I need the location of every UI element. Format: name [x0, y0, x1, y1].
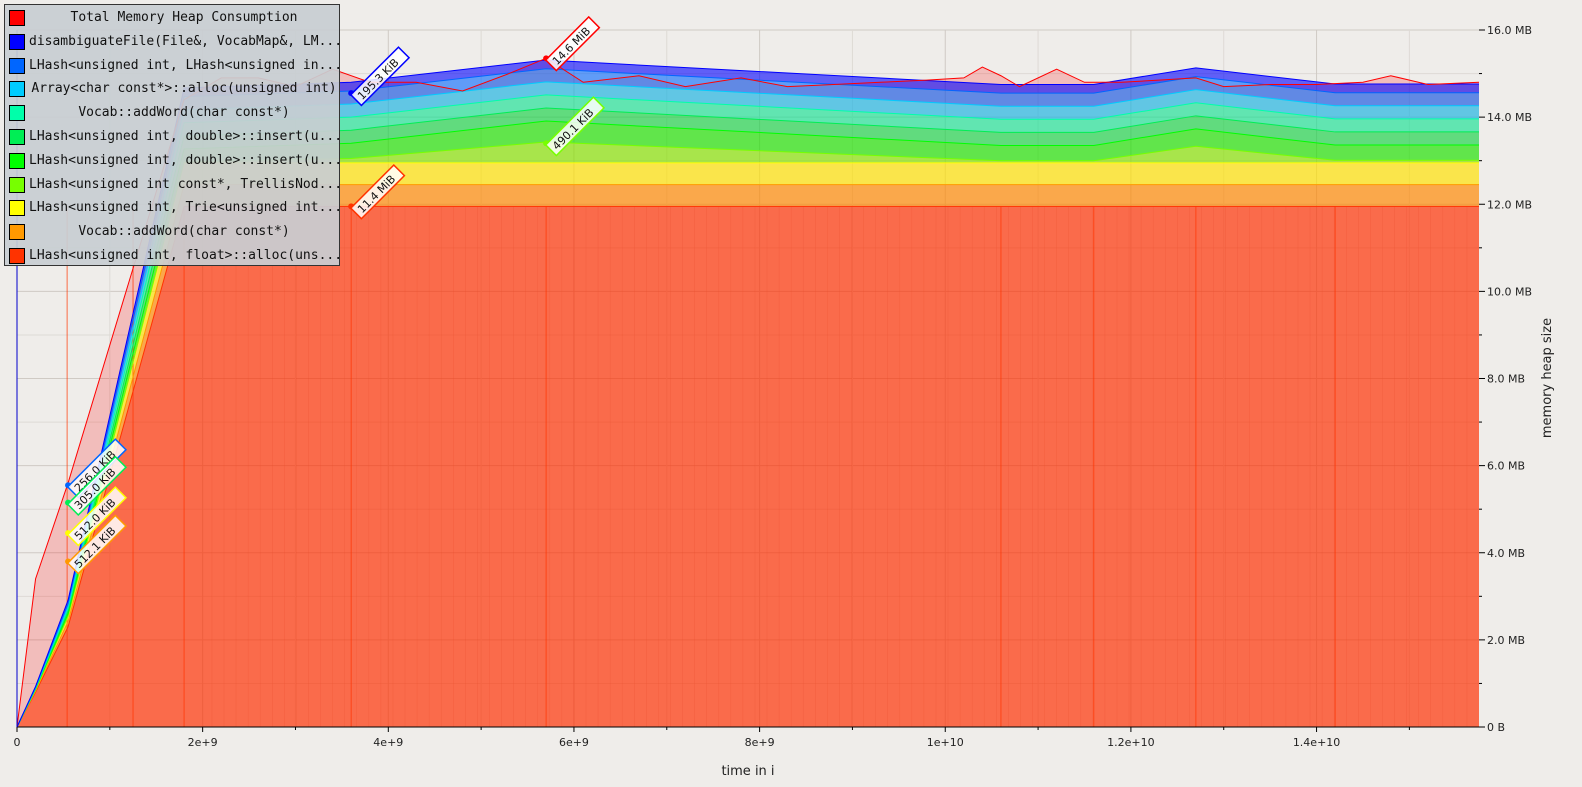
series-line	[16, 81, 1479, 728]
x-axis-title: time in i	[721, 764, 774, 779]
x-tick-label: 4e+9	[373, 736, 403, 749]
x-tick-label: 8e+9	[745, 736, 775, 749]
y-tick-label: 6.0 MB	[1487, 460, 1525, 473]
legend-label: LHash<unsigned int const*, TrellisNod...	[29, 176, 339, 192]
annotation-box	[66, 455, 128, 516]
y-axis-title: memory heap size	[1540, 318, 1555, 438]
legend-label: disambiguateFile(File&, VocabMap&, LM...	[29, 33, 339, 49]
legend-item: LHash<unsigned int const*, TrellisNod...	[7, 174, 339, 196]
legend-swatch	[9, 176, 25, 193]
annotation-box	[66, 486, 128, 547]
axes: 0 2e+9 4e+9 6e+9 8e+9 1e+10 1.2e+10 1.4e+10 0 B 2…	[14, 24, 1533, 749]
y-tick-label: 8.0 MB	[1487, 373, 1525, 386]
series-line	[16, 205, 1479, 728]
chart-legend: Total Memory Heap Consumption disambiguat…	[4, 4, 340, 266]
annotation-box	[66, 514, 128, 575]
y-tick-label: 14.0 MB	[1487, 111, 1532, 124]
legend-label: Array<char const*>::alloc(unsigned int)	[31, 81, 337, 97]
legend-swatch	[9, 129, 25, 145]
series-line	[16, 107, 1479, 728]
x-tick-label: 6e+9	[559, 736, 589, 749]
x-tick-label: 1.4e+10	[1293, 736, 1340, 749]
series-line	[16, 68, 1479, 728]
y-tick-label: 10.0 MB	[1487, 285, 1532, 298]
legend-item: LHash<unsigned int, Trie<unsigned int...	[7, 197, 339, 219]
legend-item: Array<char const*>::alloc(unsigned int)	[7, 78, 339, 100]
annotation-box	[544, 15, 601, 72]
x-tick-label: 0	[14, 736, 21, 749]
legend-label: Vocab::addWord(char const*)	[78, 224, 290, 240]
legend-label: LHash<unsigned int, double>::insert(u...	[29, 152, 339, 168]
legend-swatch	[9, 224, 25, 241]
legend-swatch	[9, 152, 25, 169]
legend-label: LHash<unsigned int, double>::insert(u...	[29, 129, 339, 144]
y-tick-label: 16.0 MB	[1487, 24, 1532, 37]
legend-swatch	[9, 57, 25, 74]
series-area	[17, 206, 1479, 728]
series-line	[16, 94, 1479, 728]
snapshot-lines	[66, 206, 1468, 727]
stacked-areas	[17, 58, 1479, 728]
legend-swatch	[9, 200, 25, 217]
legend-swatch	[9, 10, 25, 26]
annotation-box	[544, 96, 606, 157]
y-tick-label: 0 B	[1487, 721, 1505, 734]
series-line	[16, 184, 1479, 728]
legend-swatch	[9, 105, 25, 122]
legend-item: Vocab::addWord(char const*)	[7, 221, 339, 243]
legend-label: LHash<unsigned int, LHash<unsigned in...	[29, 57, 339, 73]
legend-item: LHash<unsigned int, double>::insert(u...	[7, 150, 339, 172]
legend-item: Total Memory Heap Consumption	[7, 7, 339, 29]
legend-label: LHash<unsigned int, float>::alloc(uns...	[29, 248, 339, 263]
y-tick-label: 12.0 MB	[1487, 198, 1532, 211]
y-tick-label: 4.0 MB	[1487, 547, 1525, 560]
x-tick-label: 2e+9	[188, 736, 218, 749]
legend-swatch	[9, 33, 25, 50]
x-tick-label: 1e+10	[927, 736, 964, 749]
legend-item: Vocab::addWord(char const*)	[7, 102, 339, 124]
legend-item: disambiguateFile(File&, VocabMap&, LM...	[7, 31, 339, 53]
annotation-box	[349, 46, 411, 107]
legend-item: LHash<unsigned int, float>::alloc(uns...	[7, 245, 339, 267]
x-tick-label: 1.2e+10	[1107, 736, 1154, 749]
series-line	[16, 120, 1479, 728]
legend-label: LHash<unsigned int, Trie<unsigned int...	[29, 200, 339, 216]
legend-item: LHash<unsigned int, LHash<unsigned in...	[7, 55, 339, 77]
legend-item: LHash<unsigned int, double>::insert(u...	[7, 126, 339, 148]
y-tick-label: 2.0 MB	[1487, 634, 1525, 647]
legend-swatch	[9, 248, 25, 264]
legend-label: Total Memory Heap Consumption	[70, 10, 298, 25]
legend-label: Vocab::addWord(char const*)	[78, 105, 290, 121]
annotation-box	[349, 164, 406, 220]
legend-swatch	[9, 81, 25, 98]
